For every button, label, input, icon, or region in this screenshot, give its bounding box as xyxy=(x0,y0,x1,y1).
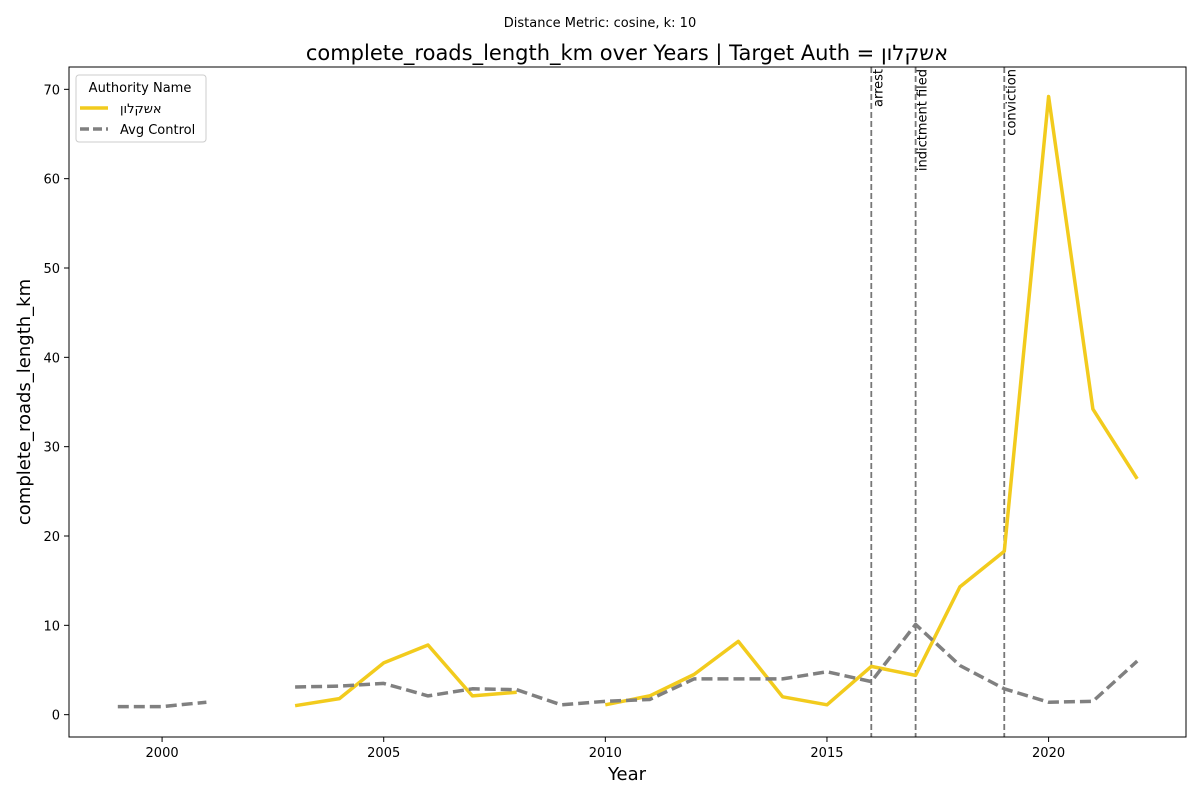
y-tick-label: 60 xyxy=(43,173,60,188)
chart-title: complete_roads_length_km over Years | Ta… xyxy=(306,41,948,66)
y-tick-label: 30 xyxy=(43,441,60,456)
chart-suptitle: Distance Metric: cosine, k: 10 xyxy=(504,16,696,31)
legend-label-avg-control: Avg Control xyxy=(120,123,195,138)
x-tick-label: 2005 xyxy=(367,746,400,761)
event-label: arrest xyxy=(871,69,886,107)
x-tick-label: 2015 xyxy=(810,746,843,761)
legend-label-target: אשקלון xyxy=(120,102,162,117)
plot-area: arrest indictment filed conviction xyxy=(117,67,1139,737)
y-tick-label: 50 xyxy=(43,262,60,277)
x-tick-label: 2010 xyxy=(589,746,622,761)
y-tick-label: 0 xyxy=(52,709,60,724)
plot-frame xyxy=(68,66,1187,738)
x-axis-title: Year xyxy=(607,764,647,785)
series-line-target xyxy=(604,94,1139,707)
axes: 2000 2005 2010 2015 2020 0 10 20 30 40 50 60 70 xyxy=(43,83,1065,761)
y-tick-label: 40 xyxy=(43,351,60,366)
x-tick-label: 2020 xyxy=(1032,746,1065,761)
legend-title: Authority Name xyxy=(89,81,192,96)
event-label: indictment filed xyxy=(916,69,931,171)
series-line-avg-control xyxy=(295,622,1139,707)
y-tick-label: 70 xyxy=(43,83,60,98)
event-label: conviction xyxy=(1004,69,1019,136)
y-tick-label: 20 xyxy=(43,530,60,545)
legend-box xyxy=(75,74,207,143)
y-axis-title: complete_roads_length_km xyxy=(14,279,35,525)
series-line-avg-control xyxy=(117,700,207,709)
x-tick-label: 2000 xyxy=(146,746,179,761)
series-line-target xyxy=(294,643,517,708)
y-tick-label: 10 xyxy=(43,619,60,634)
legend: Authority Name אשקלון Avg Control xyxy=(75,74,207,143)
